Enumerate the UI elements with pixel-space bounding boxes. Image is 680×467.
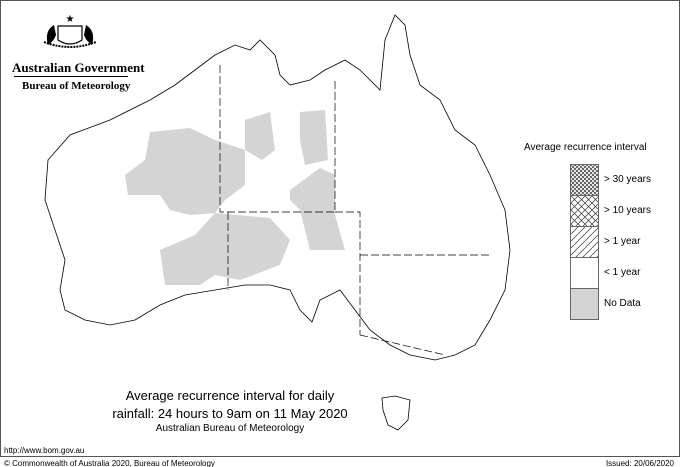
legend-swatch-1-year (570, 226, 599, 258)
legend-label: < 1 year (604, 267, 641, 278)
issued-date: Issued: 20/06/2020 (605, 459, 674, 467)
legend-label: No Data (604, 298, 641, 309)
legend-label: > 1 year (604, 236, 641, 247)
copyright: © Commonwealth of Australia 2020, Bureau… (4, 459, 215, 467)
state-borders (219, 65, 490, 356)
legend-swatch-under-1-year (570, 257, 599, 289)
caption-source: Australian Bureau of Meteorology (155, 423, 305, 434)
caption-line-2: rainfall: 24 hours to 9am on 11 May 2020 (112, 406, 348, 421)
legend-title: Average recurrence interval (524, 142, 647, 153)
no-data-areas (125, 110, 345, 285)
legend-label: > 30 years (604, 174, 651, 185)
logo-divider (14, 76, 128, 77)
legend-swatch-no-data (570, 288, 599, 320)
emblem-icon: ★ (43, 14, 97, 48)
legend-label: > 10 years (604, 205, 651, 216)
legend-swatch-30-years (570, 164, 599, 196)
government-name: Australian Government (12, 60, 145, 75)
svg-text:★: ★ (66, 14, 75, 25)
coastline (44, 14, 511, 431)
legend-swatch-10-years (570, 195, 599, 227)
caption-line-1: Average recurrence interval for daily (125, 388, 335, 403)
agency-name: Bureau of Meteorology (22, 80, 131, 92)
website-link[interactable]: http://www.bom.gov.au (4, 446, 85, 455)
